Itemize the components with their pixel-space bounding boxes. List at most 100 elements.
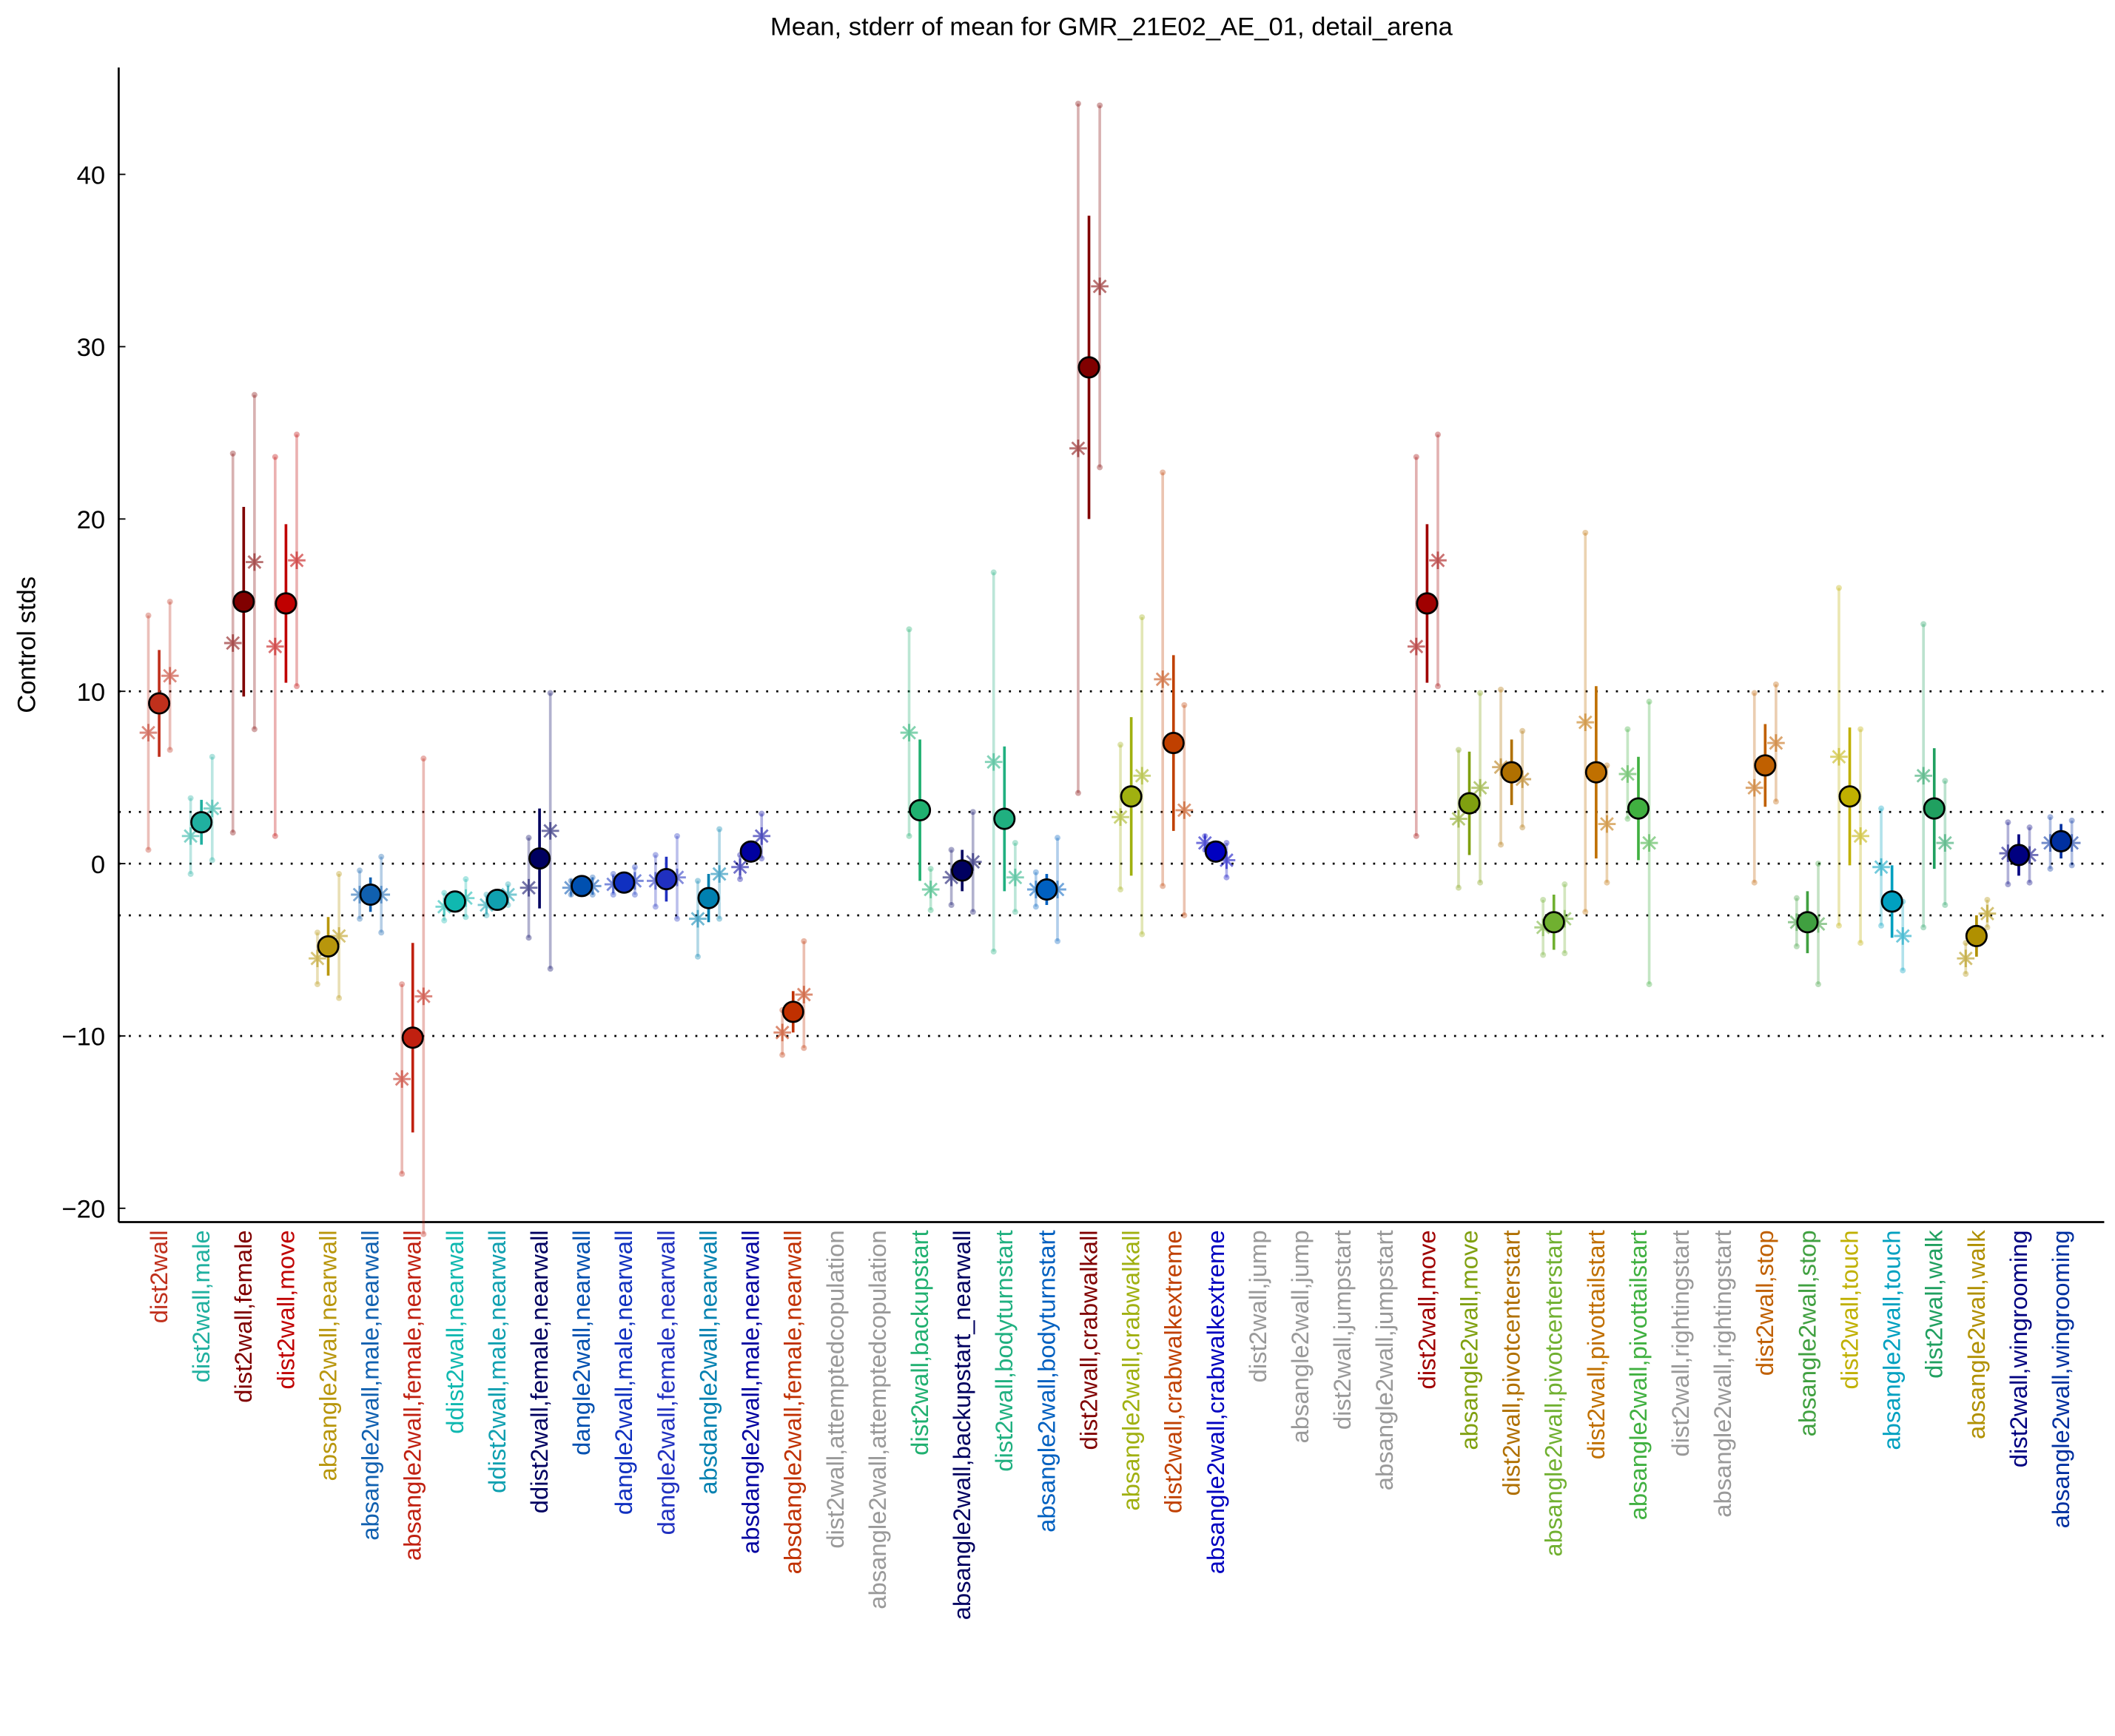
star-marker — [1091, 277, 1109, 295]
sub-error-cap — [2068, 817, 2075, 824]
mean-marker — [613, 871, 636, 894]
x-tick-label: dist2wall,pivottailstart — [1582, 1230, 1610, 1459]
sub-error-cap — [927, 906, 934, 913]
y-tick-label: −20 — [61, 1196, 105, 1224]
x-tick-label: dangle2wall,male,nearwall — [610, 1230, 637, 1515]
star-marker — [1069, 440, 1087, 457]
mean-marker — [909, 798, 932, 821]
x-tick-label: dist2wall,rightingstart — [1667, 1230, 1694, 1456]
sub-error-cap — [801, 938, 807, 944]
sub-error-cap — [1097, 464, 1103, 471]
star-marker — [139, 724, 158, 741]
mean-marker — [1500, 761, 1523, 784]
sub-error-cap — [1223, 840, 1230, 847]
y-tick-label: −10 — [61, 1023, 105, 1052]
x-tick-label: absangle2wall,crabwalkall — [1117, 1230, 1145, 1510]
sub-error-cap — [1984, 924, 1991, 931]
sub-error-cap — [229, 830, 236, 836]
mean-marker — [443, 890, 466, 913]
sub-error-cap — [1434, 431, 1442, 438]
x-tick-label: ddist2wall,male,nearwall — [483, 1230, 511, 1493]
x-tick-label: absangle2wall,wingrooming — [2047, 1230, 2074, 1528]
sub-error-cap — [1793, 943, 1800, 949]
mean-marker — [275, 592, 297, 615]
y-tick-label: 30 — [77, 334, 106, 362]
sub-error-cap — [759, 810, 765, 817]
sub-error-cap — [1772, 681, 1779, 687]
sub-error-cap — [610, 871, 616, 878]
y-axis-label: Control stds — [13, 576, 41, 713]
sub-error-cap — [990, 948, 997, 955]
x-tick-label: absangle2wall,walk — [1963, 1230, 1990, 1439]
sub-error-cap — [1561, 881, 1568, 888]
sub-error-cap — [1012, 909, 1018, 915]
sub-error-cap — [1054, 835, 1061, 841]
x-tick-label: absangle2wall,backupstart_nearwall — [948, 1230, 975, 1620]
sub-error-cap — [1160, 469, 1166, 476]
star-marker — [1745, 778, 1763, 797]
mean-marker — [1162, 732, 1185, 755]
x-tick-label: absangle2wall,pivottailstart — [1624, 1230, 1652, 1520]
sub-error-cap — [441, 917, 448, 923]
sub-error-cap — [631, 864, 638, 870]
star-marker — [1830, 747, 1848, 766]
mean-marker — [2007, 844, 2031, 867]
sub-error-cap — [2047, 814, 2054, 821]
sub-error-cap — [1181, 702, 1188, 708]
sub-error-cap — [145, 847, 152, 853]
sub-error-cap — [293, 683, 300, 690]
mean-marker — [1204, 840, 1227, 863]
star-marker — [1407, 637, 1425, 656]
mean-marker — [1880, 890, 1903, 913]
sub-error-cap — [1540, 952, 1547, 958]
star-marker — [414, 987, 433, 1006]
sub-error-cap — [1477, 690, 1484, 696]
sub-error-cap — [2026, 879, 2033, 886]
star-marker — [1175, 801, 1194, 819]
sub-error-cap — [1032, 904, 1039, 910]
sub-error-cap — [1012, 840, 1018, 847]
sub-error-cap — [378, 853, 385, 860]
x-tick-label: dist2wall,stop — [1751, 1230, 1778, 1376]
sub-error-cap — [948, 847, 955, 853]
x-tick-label: absangle2wall,female,nearwall — [399, 1230, 426, 1561]
x-tick-label: absdangle2wall,male,nearwall — [737, 1230, 764, 1554]
mean-marker — [993, 807, 1016, 830]
sub-error-cap — [1900, 967, 1906, 974]
x-tick-label: dist2wall,female — [229, 1230, 257, 1402]
sub-error-cap — [1835, 585, 1842, 591]
sub-error-cap — [1223, 874, 1230, 881]
x-tick-label: absangle2wall,bodyturnstart — [1032, 1230, 1060, 1532]
sub-error-cap — [1751, 879, 1758, 886]
sub-error-cap — [1857, 726, 1864, 733]
sub-error-cap — [1920, 924, 1927, 931]
sub-error-cap — [801, 1045, 807, 1052]
mean-marker — [781, 1000, 804, 1023]
star-marker — [731, 858, 749, 876]
x-tick-label: dist2wall,pivotcenterstart — [1498, 1230, 1525, 1496]
sub-error-cap — [357, 915, 363, 922]
sub-error-cap — [1117, 741, 1124, 748]
x-tick-label: absangle2wall,pivotcenterstart — [1540, 1230, 1567, 1556]
x-tick-label: absangle2wall,jump — [1286, 1230, 1314, 1443]
star-marker — [1957, 949, 1975, 968]
x-tick-label: dist2wall,bodyturnstart — [990, 1230, 1018, 1471]
x-tick-label: ddist2wall,nearwall — [441, 1230, 468, 1433]
star-marker — [1936, 834, 1954, 852]
star-marker — [1133, 767, 1151, 785]
mean-marker — [485, 888, 509, 912]
star-marker — [541, 821, 559, 840]
x-tick-label: dist2wall,touch — [1835, 1230, 1863, 1389]
mean-marker — [1542, 911, 1565, 934]
star-marker — [1154, 670, 1172, 688]
sub-error-cap — [420, 1231, 427, 1237]
x-tick-label: dist2wall,crabwalkall — [1075, 1230, 1102, 1450]
sub-error-cap — [631, 891, 638, 898]
x-tick-label: absangle2wall,male,nearwall — [357, 1230, 384, 1540]
sub-error-cap — [610, 891, 616, 898]
sub-error-cap — [251, 726, 258, 733]
x-tick-label: absangle2wall,move — [1455, 1230, 1482, 1450]
sub-error-cap — [969, 909, 976, 915]
x-tick-label: absdangle2wall,nearwall — [694, 1230, 722, 1494]
mean-marker — [1077, 356, 1100, 379]
